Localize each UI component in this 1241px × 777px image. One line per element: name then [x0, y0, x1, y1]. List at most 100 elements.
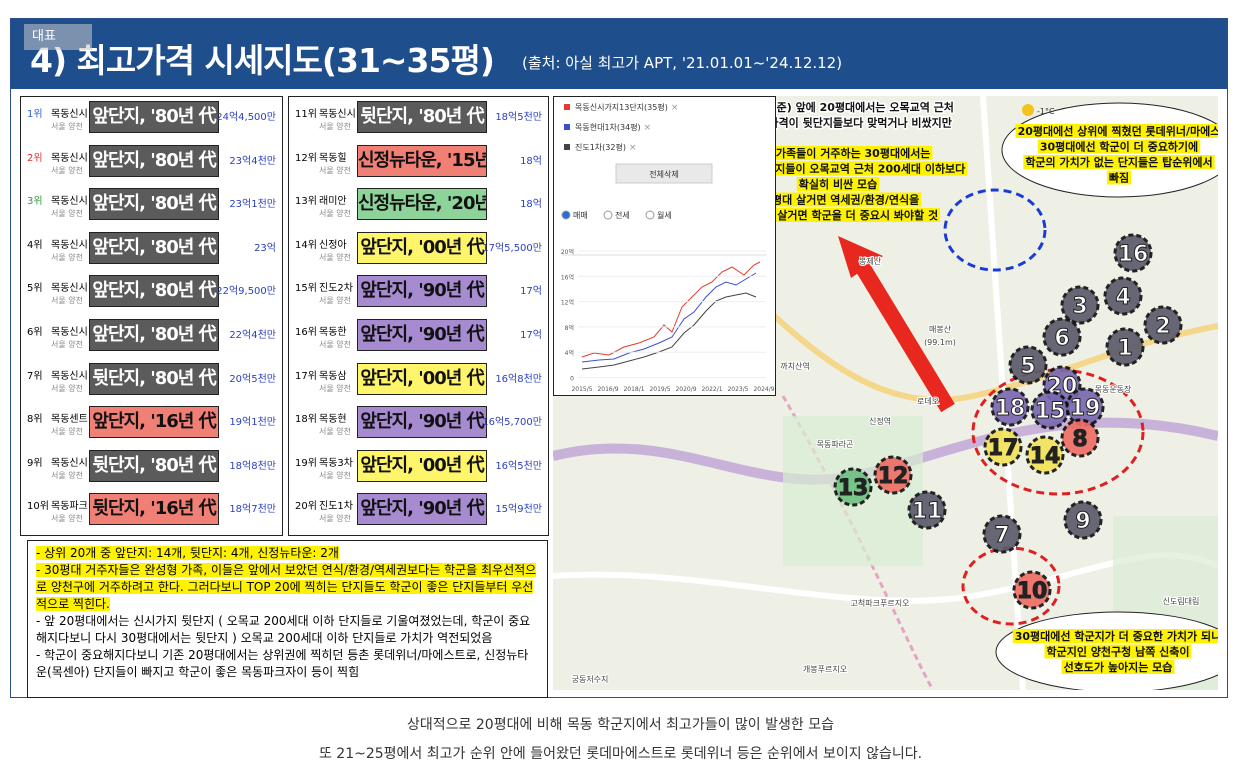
- button: [615, 163, 713, 184]
- apt-tag: 뒷단지, '16년 代: [89, 493, 219, 526]
- price: 16억8천만: [495, 373, 542, 385]
- ranking-row: 4위 목동신시 서울 양천 앞단지, '80년 代 23억: [21, 228, 282, 272]
- marker-label: 1: [1117, 336, 1132, 361]
- apt-tag: 뒷단지, '80년 代: [357, 101, 487, 133]
- apt-address: 서울 양천: [319, 296, 351, 306]
- price: 18억8천만: [229, 460, 276, 472]
- annotation: 30평대에선 학군이 더 중요하기에: [1040, 140, 1198, 154]
- x-tick-label: 2019/5: [649, 386, 670, 393]
- apt-address: 서울 양천: [51, 514, 83, 524]
- highlight: [1037, 139, 1201, 154]
- y-tick-label: 0: [570, 376, 574, 383]
- apt-tag: 앞단지, '80년 代: [89, 275, 219, 308]
- ranking-row: 16위 목동한 서울 양천 앞단지, '90년 代 17억: [289, 315, 548, 359]
- price: 15억9천만: [495, 504, 542, 516]
- weather: -1°C: [1037, 107, 1055, 116]
- ranking-row: 5위 목동신시 서울 양천 앞단지, '80년 代 22억9,500만: [21, 271, 282, 315]
- header-bar: [11, 19, 1227, 89]
- apt-name: 목동신시: [51, 239, 88, 251]
- apt-address: 서울 양천: [51, 122, 83, 131]
- annotation: 확실히 비싼 모습: [799, 177, 878, 191]
- apt-address: 서울 양천: [319, 122, 351, 131]
- annotation: 단지들의 가격이 뒷단지들보다 맞먹거나 비쌌지만: [724, 116, 952, 130]
- x-tick-label: 2023/5: [727, 386, 748, 393]
- x-tick-label: 2020/9: [675, 386, 696, 393]
- marker-label: 16: [1118, 242, 1149, 267]
- ranking-list: 1위 목동신시 서울 양천 앞단지, '80년 代 24억4,500만 2위 목동신시 서울 …: [20, 96, 283, 536]
- remove-icon: ×: [644, 123, 652, 133]
- apt-tag: 신정뉴타운, '20년 代: [357, 188, 487, 221]
- apt-name: 목동신시: [51, 327, 88, 338]
- ranking-row: 7위 목동신시 서울 양천 뒷단지, '80년 代 20억5천만: [21, 359, 282, 403]
- map-label: 로데오: [917, 397, 939, 406]
- annotation: 학군의 가치가 없는 단지들은 탑순위에서: [1025, 155, 1212, 169]
- price: 18억: [520, 199, 542, 211]
- ranking-row: 8위 목동센트 서울 양천 앞단지, '16년 代 19억1천만: [21, 402, 282, 446]
- highlight: [735, 208, 941, 222]
- price: 17억: [520, 330, 542, 341]
- rank: 7위: [27, 370, 43, 382]
- marker: [873, 455, 913, 495]
- ranking-row: 10위 목동파크 서울 양천 뒷단지, '16년 代 18억7천만: [21, 489, 282, 533]
- note-text: - 상위 20개 중 앞단지: 14개, 뒷단지: 4개, 신정뉴타운: 2개: [36, 546, 339, 560]
- price-line: [581, 292, 757, 370]
- marker: [1103, 276, 1143, 316]
- title: 4) 최고가격 시세지도(31~35평): [30, 41, 495, 80]
- apt-address: 서울 양천: [51, 209, 83, 219]
- legend-swatch: [564, 124, 570, 130]
- marker: [1113, 233, 1153, 273]
- note: - 30평대 거주자들은 완성형 가족, 이들은 앞에서 보았던 연식/환경/역…: [36, 562, 539, 613]
- annotation: 빠짐: [1109, 171, 1129, 185]
- marker-label: 9: [1075, 509, 1090, 534]
- rank: 11위: [295, 109, 317, 120]
- price: 16억5천만: [495, 460, 542, 472]
- price-line: [581, 272, 757, 363]
- note: - 상위 20개 중 앞단지: 14개, 뒷단지: 4개, 신정뉴타운: 2개: [36, 545, 539, 562]
- price: 19억1천만: [229, 417, 276, 429]
- rank: 1위: [27, 109, 43, 120]
- annotation: 완성형가족들이 거주하는 30평대에서는: [746, 146, 931, 160]
- apt-address: 서울 양천: [319, 252, 351, 262]
- rank: 20위: [295, 501, 317, 513]
- marker: [907, 490, 947, 530]
- marker-label: 5: [1020, 354, 1035, 379]
- marker: [1063, 500, 1103, 540]
- apt-tag: 앞단지, '90년 代: [357, 493, 487, 526]
- apt-address: 서울 양천: [51, 340, 83, 349]
- ranking-row: 9위 목동신시 서울 양천 뒷단지, '80년 代 18억8천만: [21, 446, 282, 490]
- marker: [990, 387, 1030, 427]
- price: 17억5,500만: [482, 242, 542, 254]
- radio: [645, 210, 655, 220]
- highlight: [754, 192, 922, 207]
- apt-name: 목동센트: [51, 414, 88, 426]
- highlight: [1015, 124, 1218, 138]
- x-tick-label: 2016/9: [597, 386, 618, 393]
- map-label: (99.1m): [924, 338, 956, 347]
- legend-label: 목동현대1차(34평): [575, 122, 641, 132]
- apt-tag: 앞단지, '00년 代: [357, 449, 487, 482]
- rank: 13위: [295, 196, 317, 208]
- rank: 16위: [295, 327, 317, 338]
- apt-address: 서울 양천: [319, 340, 351, 349]
- marker-label: 15: [1035, 399, 1066, 424]
- annotation: 30평대 살거면 학군을 더 중요시 봐야할 것: [738, 208, 938, 222]
- radio-label: 매매: [573, 211, 588, 220]
- price: 22억9,500만: [216, 286, 276, 298]
- price: 16억5,700만: [482, 417, 542, 429]
- apt-tag: 앞단지, '00년 代: [357, 362, 487, 395]
- note-text: - 앞 20평대에서는 신시가지 뒷단지 ( 오목교 200세대 이하 단지들로…: [36, 614, 531, 645]
- price-panel: 목동신시가지13단지(35평) × 목동현대1차(34평) × 진도1차(32평) × 전체…: [553, 96, 776, 396]
- ranking-row: 11위 목동신시 서울 양천 뒷단지, '80년 代 18억5천만: [289, 97, 548, 141]
- note: - 학군이 중요해지다보니 기존 20평대에서는 상위권에 찍히던 등촌 롯데위…: [36, 647, 539, 681]
- ranking-row: 19위 목동3차 서울 양천 앞단지, '00년 代 16억5천만: [289, 446, 548, 490]
- price: 24억4,500만: [216, 112, 276, 123]
- note: - 앞 20평대에서는 신시가지 뒷단지 ( 오목교 200세대 이하 단지들로…: [36, 613, 539, 647]
- rank: 6위: [27, 327, 43, 338]
- y-tick-label: 12억: [561, 299, 574, 307]
- annotation: 20평대에선 상위에 찍혔던 롯데위너/마에스: [1018, 124, 1218, 138]
- apt-tag: 앞단지, '90년 代: [357, 319, 487, 351]
- radio-label: 전세: [615, 210, 630, 220]
- caption: 또 21~25평에서 최고가 순위 안에 들어왔던 롯데마에스트로 롯데위너 등…: [318, 746, 923, 762]
- apt-name: 목동힐: [319, 152, 347, 164]
